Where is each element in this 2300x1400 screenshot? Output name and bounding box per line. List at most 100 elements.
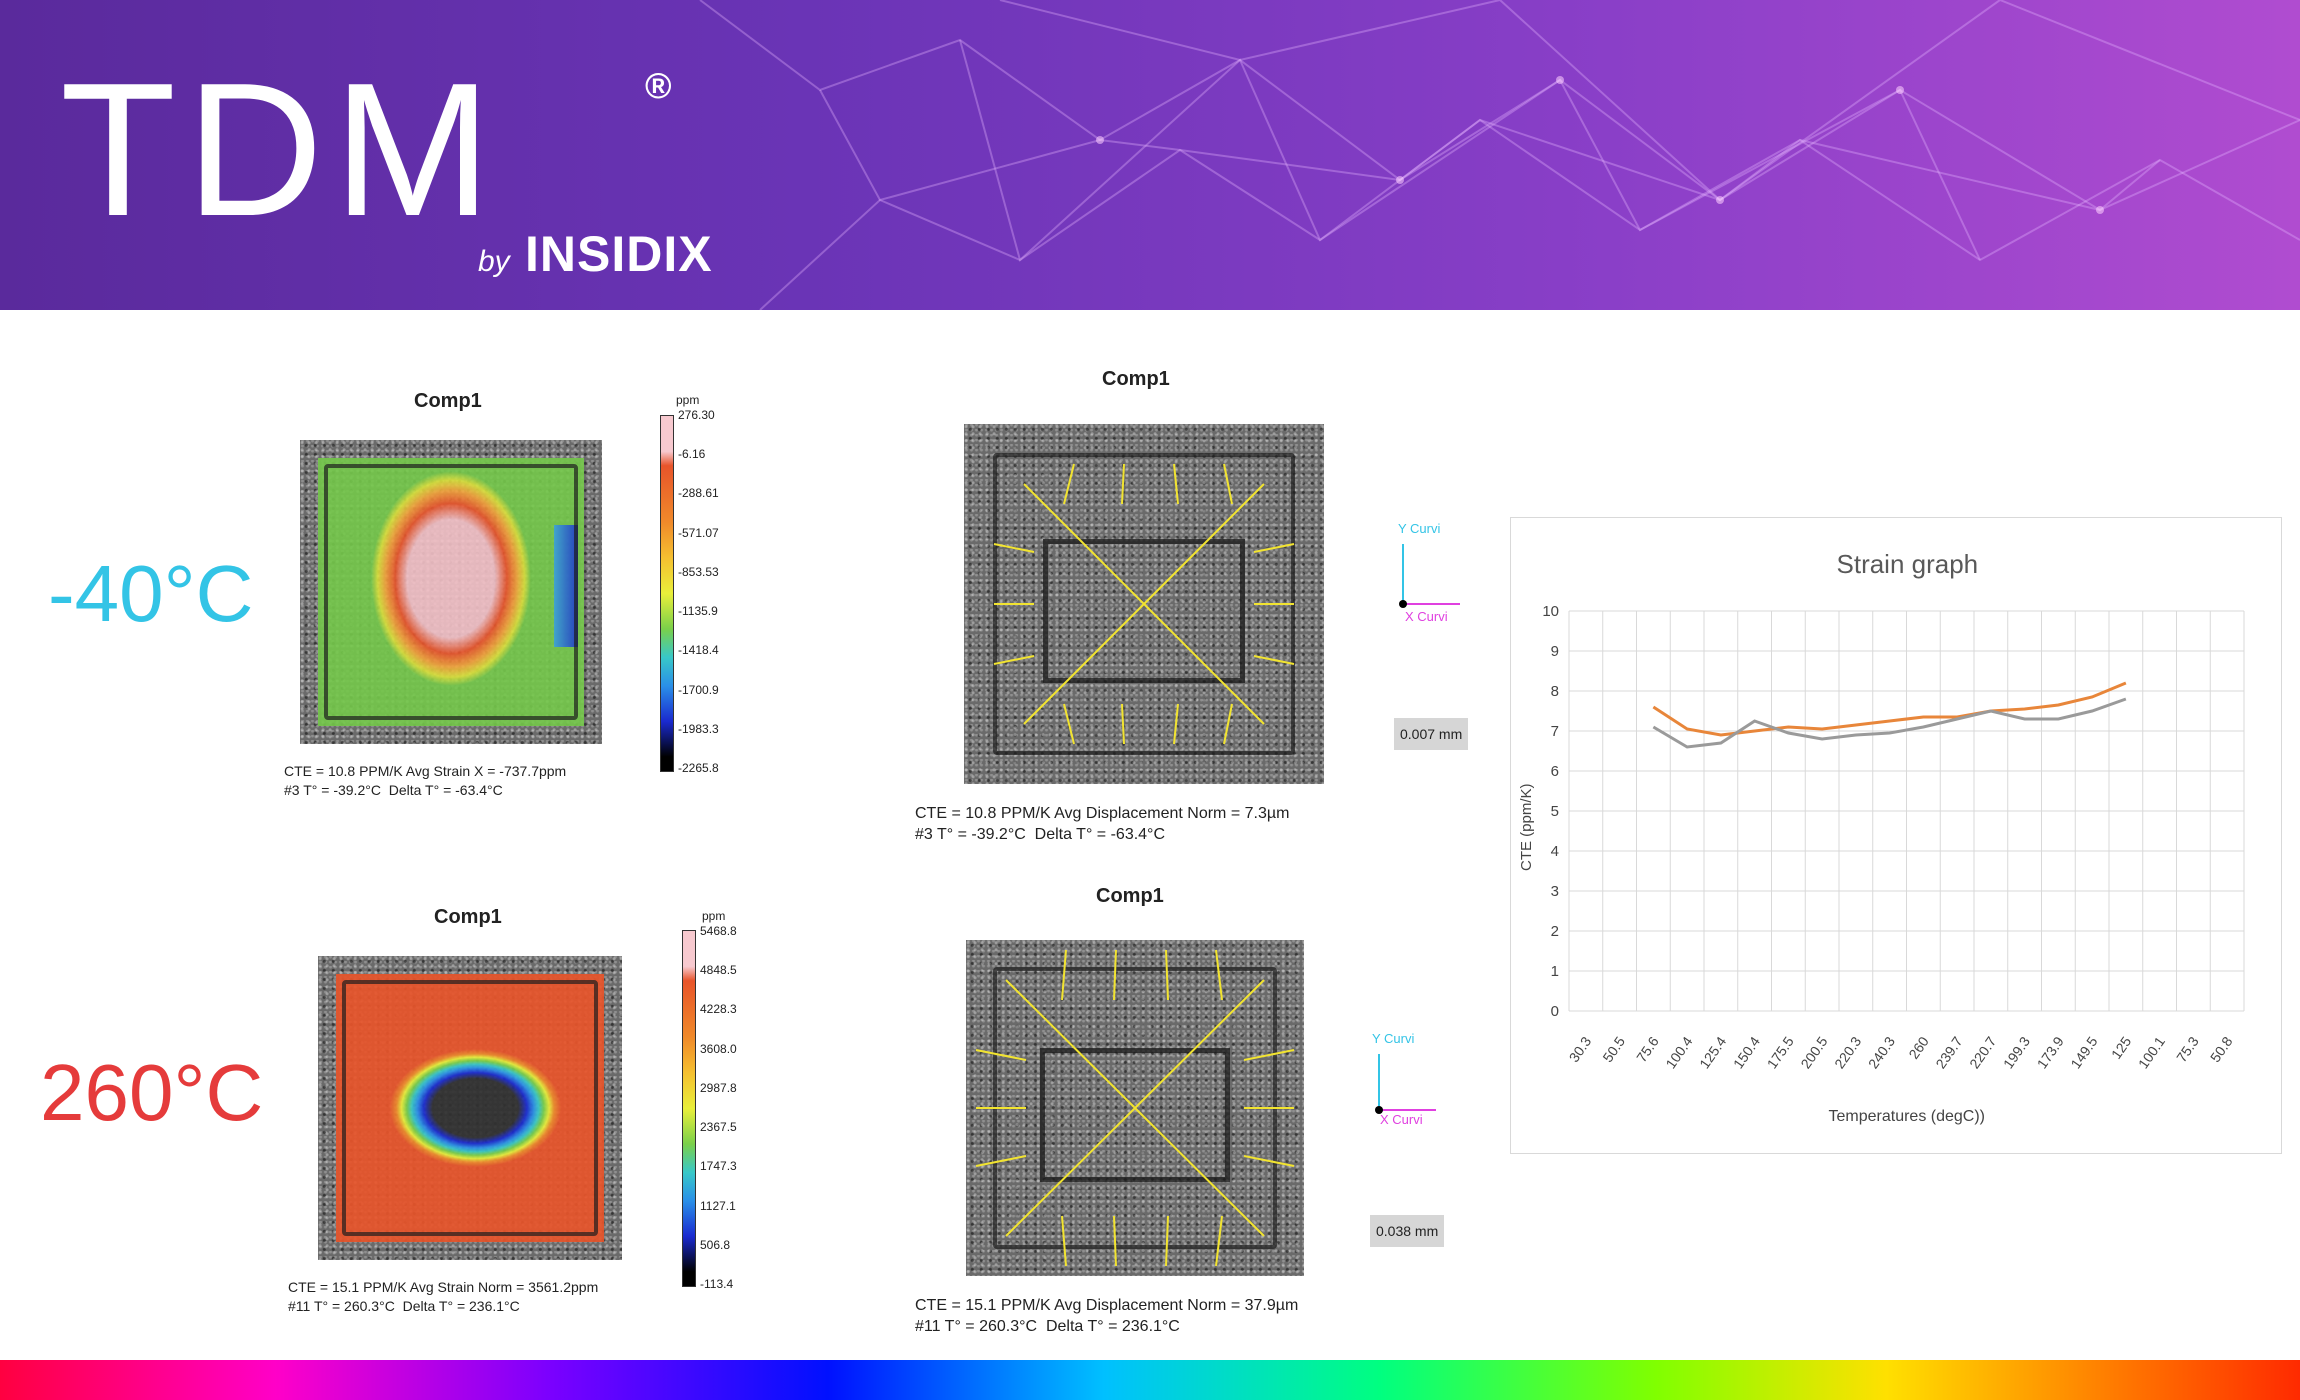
scale-box-hot: 0.038 mm [1370, 1215, 1445, 1247]
colorbar-tick-label: -1700.9 [678, 682, 719, 697]
displacement-vectors [993, 463, 1295, 745]
x-tick-label: 150.4 [1730, 1033, 1763, 1071]
colorbar-tick-label: 4228.3 [700, 1002, 737, 1017]
x-axis-label-cold: X Curvi [1405, 609, 1448, 624]
strain-graph-panel: Strain graph 0 1 2 3 4 5 6 7 8 9 10 30.3 50.5 75.6 100.… [1510, 517, 2282, 1154]
strain-hot-map [318, 956, 622, 1260]
x-tick-label: 75.6 [1633, 1033, 1662, 1065]
y-tick-label: 6 [1551, 763, 1559, 780]
strain-cold-unit: ppm [676, 393, 700, 407]
displacement-hot-caption-2: #11 T° = 260.3°C Delta T° = 236.1°C [915, 1318, 1180, 1335]
y-tick-label: 2 [1551, 923, 1559, 940]
x-tick-label: 175.5 [1764, 1033, 1797, 1071]
x-tick-label: 173.9 [2034, 1033, 2067, 1071]
colorbar-tick-label: 5468.8 [700, 924, 737, 938]
y-tick-label: 10 [1542, 603, 1559, 620]
temp-label-hot: 260°C [40, 1048, 264, 1137]
colorbar-tick-label: -288.61 [678, 486, 719, 501]
x-tick-label: 199.3 [2000, 1033, 2033, 1071]
y-tick-label: 1 [1551, 963, 1559, 980]
specimen-cavity [1043, 539, 1245, 684]
x-tick-label: 125.4 [1696, 1033, 1729, 1071]
strain-cold-title: Comp1 [414, 390, 482, 412]
y-tick-label: 9 [1551, 643, 1559, 660]
displacement-cold-caption-1: CTE = 10.8 PPM/K Avg Displacement Norm =… [915, 805, 1290, 822]
displacement-hot-caption-1: CTE = 15.1 PPM/K Avg Displacement Norm =… [915, 1297, 1299, 1314]
logo-by: by [478, 245, 510, 278]
logo-text: TDM [60, 44, 502, 256]
strain-cold-caption-2: #3 T° = -39.2°C Delta T° = -63.4°C [284, 782, 503, 798]
displacement-hot-title: Comp1 [1096, 885, 1164, 907]
registered-mark: ® [645, 65, 672, 106]
temp-label-cold: -40°C [48, 549, 254, 638]
y-tick-label: 8 [1551, 683, 1559, 700]
displacement-cold-map [964, 424, 1324, 784]
axis-indicator-cold [1399, 544, 1460, 608]
strain-cold-map [300, 440, 602, 744]
displacement-vectors [975, 949, 1295, 1267]
strain-hot-caption-2: #11 T° = 260.3°C Delta T° = 236.1°C [288, 1298, 520, 1314]
colorbar-tick-label: 1127.1 [700, 1198, 736, 1213]
axis-indicator-hot [1375, 1054, 1436, 1114]
strain-graph: Strain graph 0 1 2 3 4 5 6 7 8 9 10 30.3 50.5 75.6 100.… [1518, 549, 2245, 1125]
series-line-2 [1652, 697, 2127, 749]
x-tick-label: 149.5 [2067, 1033, 2100, 1071]
strain-hot-caption-1: CTE = 15.1 PPM/K Avg Strain Norm = 3561.… [288, 1279, 599, 1295]
logo-brand: INSIDIX [525, 226, 713, 282]
y-tick-label: 3 [1551, 883, 1559, 900]
x-tick-label: 30.3 [1566, 1033, 1595, 1065]
colorbar-tick-label: -853.53 [678, 564, 719, 579]
colorbar-tick-label: 276.30 [678, 408, 715, 422]
displacement-cold-caption-2: #3 T° = -39.2°C Delta T° = -63.4°C [915, 826, 1166, 843]
strain-overlay [318, 458, 584, 726]
y-tick-label: 7 [1551, 723, 1559, 740]
colorbar-tick-label: -1418.4 [678, 643, 719, 658]
strain-cold-colorbar [660, 415, 674, 772]
colorbar-tick-label: 2987.8 [700, 1080, 737, 1095]
x-tick-label: 100.4 [1662, 1033, 1695, 1071]
x-axis-title: Temperatures (degC)) [1829, 1108, 1986, 1125]
colorbar-tick-label: -571.07 [678, 525, 719, 540]
colorbar-tick-label: -1983.3 [678, 721, 719, 736]
colorbar-tick-label: 506.8 [700, 1237, 731, 1252]
y-tick-label: 5 [1551, 803, 1559, 820]
specimen-frame [342, 980, 598, 1236]
colorbar-tick-label: -2265.8 [678, 761, 719, 775]
strain-cold-caption-1: CTE = 10.8 PPM/K Avg Strain X = -737.7pp… [284, 763, 567, 779]
x-tick-label: 239.7 [1932, 1033, 1965, 1071]
colorbar-tick-label: -6.16 [678, 447, 706, 462]
x-tick-label: 220.7 [1966, 1033, 1999, 1071]
x-axis-label-hot: X Curvi [1380, 1112, 1423, 1127]
series-line-1 [1652, 681, 2127, 737]
strain-low-region [553, 525, 578, 647]
colorbar-tick-label: 2367.5 [700, 1120, 737, 1135]
specimen-cavity [1040, 1047, 1230, 1182]
x-tick-label: 260 [1905, 1033, 1932, 1061]
x-tick-label: 125 [2108, 1033, 2135, 1061]
strain-hot-colorbar [682, 930, 696, 1287]
strain-hot-title: Comp1 [434, 906, 502, 928]
y-axis-label-cold: Y Curvi [1398, 521, 1441, 536]
colorbar-tick-label: 1747.3 [700, 1159, 737, 1174]
x-tick-label: 220.3 [1831, 1033, 1864, 1071]
x-tick-label: 200.5 [1797, 1033, 1830, 1071]
rainbow-footer-strip [0, 1360, 2300, 1400]
displacement-hot-map [966, 940, 1304, 1276]
y-axis-label-hot: Y Curvi [1372, 1031, 1415, 1046]
strain-hot-unit: ppm [702, 909, 726, 923]
y-axis-title: CTE (ppm/K) [1518, 783, 1535, 871]
network-pattern-decoration [699, 0, 2300, 310]
strain-overlay [336, 974, 604, 1242]
colorbar-tick-label: -113.4 [700, 1277, 734, 1291]
colorbar-tick-label: 3608.0 [700, 1041, 737, 1056]
chart-title: Strain graph [1837, 549, 1979, 579]
header-banner: TDM ® by INSIDIX [0, 0, 2300, 310]
x-tick-label: 50.8 [2207, 1033, 2236, 1065]
y-tick-label: 4 [1551, 843, 1559, 860]
colorbar-tick-label: -1135.9 [678, 604, 718, 619]
specimen-frame [324, 464, 578, 720]
displacement-cold-title: Comp1 [1102, 368, 1170, 390]
y-tick-label: 0 [1551, 1003, 1559, 1020]
x-tick-label: 50.5 [1599, 1033, 1628, 1065]
colorbar-tick-label: 4848.5 [700, 963, 737, 978]
